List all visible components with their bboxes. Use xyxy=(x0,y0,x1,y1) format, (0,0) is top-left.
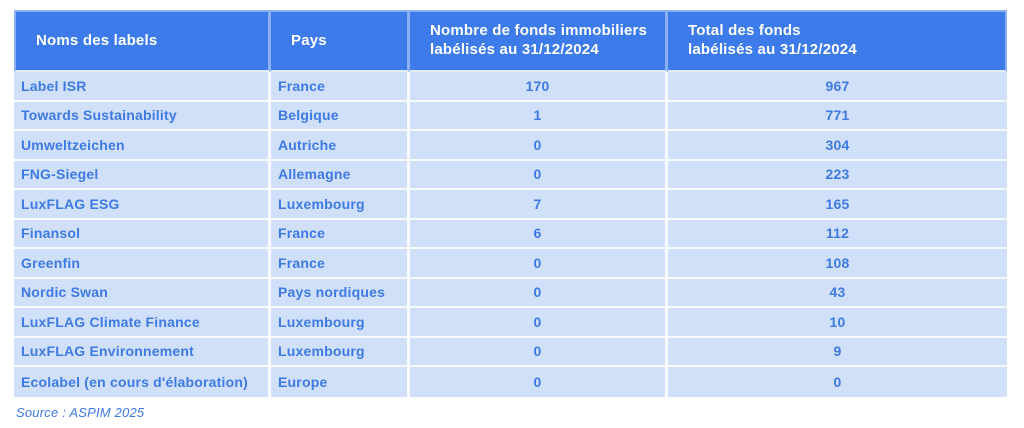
cell-label-name: Umweltzeichen xyxy=(14,131,271,161)
table-row: LuxFLAG Environnement Luxembourg 0 9 xyxy=(14,337,1007,367)
cell-funds-count: 0 xyxy=(410,160,668,190)
cell-funds-count: 0 xyxy=(410,367,668,397)
cell-total-count: 165 xyxy=(668,190,1007,220)
table-row: LuxFLAG ESG Luxembourg 7 165 xyxy=(14,190,1007,220)
cell-funds-count: 7 xyxy=(410,190,668,220)
cell-country: Allemagne xyxy=(271,160,410,190)
cell-label-name: Greenfin xyxy=(14,249,271,279)
cell-funds-count: 0 xyxy=(410,278,668,308)
cell-funds-count: 170 xyxy=(410,72,668,102)
cell-country: Luxembourg xyxy=(271,308,410,338)
cell-label-name: Ecolabel (en cours d'élaboration) xyxy=(14,367,271,397)
cell-label-name: FNG-Siegel xyxy=(14,160,271,190)
cell-total-count: 10 xyxy=(668,308,1007,338)
cell-country: Pays nordiques xyxy=(271,278,410,308)
cell-funds-count: 0 xyxy=(410,308,668,338)
cell-label-name: LuxFLAG ESG xyxy=(14,190,271,220)
table-row: Umweltzeichen Autriche 0 304 xyxy=(14,131,1007,161)
table-row: Ecolabel (en cours d'élaboration) Europe 0… xyxy=(14,367,1007,397)
table-row: FNG-Siegel Allemagne 0 223 xyxy=(14,160,1007,190)
column-header-nombre-fonds-immobiliers: Nombre de fonds immobiliers labélisés au… xyxy=(410,10,668,72)
cell-label-name: Nordic Swan xyxy=(14,278,271,308)
cell-total-count: 0 xyxy=(668,367,1007,397)
header-row: Noms des labels Pays Nombre de fonds imm… xyxy=(14,10,1007,72)
table-row: Nordic Swan Pays nordiques 0 43 xyxy=(14,278,1007,308)
cell-funds-count: 1 xyxy=(410,101,668,131)
cell-country: Belgique xyxy=(271,101,410,131)
cell-country: Luxembourg xyxy=(271,337,410,367)
cell-funds-count: 6 xyxy=(410,219,668,249)
cell-label-name: Label ISR xyxy=(14,72,271,102)
cell-country: France xyxy=(271,249,410,279)
table-row: Finansol France 6 112 xyxy=(14,219,1007,249)
column-header-total-fonds: Total des fonds labélisés au 31/12/2024 xyxy=(668,10,1007,72)
column-header-noms-des-labels: Noms des labels xyxy=(14,10,271,72)
cell-total-count: 223 xyxy=(668,160,1007,190)
cell-label-name: Finansol xyxy=(14,219,271,249)
column-header-pays: Pays xyxy=(271,10,410,72)
cell-country: Europe xyxy=(271,367,410,397)
table-row: Label ISR France 170 967 xyxy=(14,72,1007,102)
table-body: Label ISR France 170 967 Towards Sustainabil… xyxy=(14,72,1007,397)
cell-country: Autriche xyxy=(271,131,410,161)
table-row: LuxFLAG Climate Finance Luxembourg 0 10 xyxy=(14,308,1007,338)
cell-country: France xyxy=(271,72,410,102)
source-note: Source : ASPIM 2025 xyxy=(16,404,145,420)
cell-funds-count: 0 xyxy=(410,337,668,367)
cell-label-name: LuxFLAG Environnement xyxy=(14,337,271,367)
cell-funds-count: 0 xyxy=(410,131,668,161)
table-row: Towards Sustainability Belgique 1 771 xyxy=(14,101,1007,131)
cell-funds-count: 0 xyxy=(410,249,668,279)
cell-label-name: LuxFLAG Climate Finance xyxy=(14,308,271,338)
cell-country: Luxembourg xyxy=(271,190,410,220)
cell-total-count: 108 xyxy=(668,249,1007,279)
labels-table: Noms des labels Pays Nombre de fonds imm… xyxy=(14,10,1007,397)
cell-total-count: 112 xyxy=(668,219,1007,249)
cell-total-count: 43 xyxy=(668,278,1007,308)
cell-label-name: Towards Sustainability xyxy=(14,101,271,131)
cell-total-count: 771 xyxy=(668,101,1007,131)
cell-total-count: 9 xyxy=(668,337,1007,367)
cell-total-count: 304 xyxy=(668,131,1007,161)
cell-country: France xyxy=(271,219,410,249)
table-row: Greenfin France 0 108 xyxy=(14,249,1007,279)
table-header: Noms des labels Pays Nombre de fonds imm… xyxy=(14,10,1007,72)
cell-total-count: 967 xyxy=(668,72,1007,102)
